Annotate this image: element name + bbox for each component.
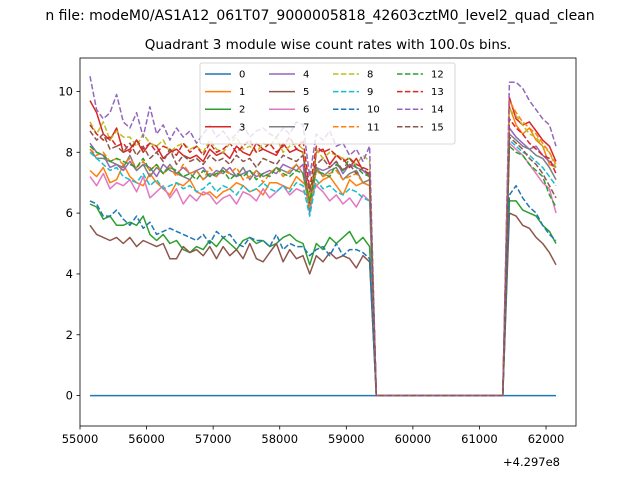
legend-label-15: 15	[431, 122, 444, 133]
legend-label-2: 2	[239, 105, 245, 116]
legend-label-12: 12	[431, 70, 444, 81]
y-tick-label: 8	[66, 145, 73, 159]
legend-label-10: 10	[367, 105, 380, 116]
x-tick-label: 55000	[62, 432, 99, 446]
legend-label-6: 6	[303, 105, 309, 116]
legend-label-13: 13	[431, 87, 444, 98]
x-tick-label: 61000	[461, 432, 498, 446]
x-offset-label: +4.297e8	[503, 455, 560, 469]
legend-label-5: 5	[303, 87, 309, 98]
chart-title: Quadrant 3 module wise count rates with …	[145, 37, 511, 53]
series-layer	[89, 76, 557, 397]
series-line-15	[89, 130, 557, 397]
legend-label-14: 14	[431, 105, 444, 116]
legend-label-1: 1	[239, 87, 245, 98]
y-tick-label: 0	[66, 389, 73, 403]
y-tick-label: 2	[66, 328, 73, 342]
legend-label-7: 7	[303, 122, 309, 133]
legend-label-3: 3	[239, 122, 245, 133]
x-tick-label: 56000	[128, 432, 165, 446]
x-tick-label: 60000	[395, 432, 432, 446]
legend-label-8: 8	[367, 70, 373, 81]
y-tick-label: 6	[66, 206, 73, 220]
x-tick-label: 62000	[528, 432, 565, 446]
legend-label-4: 4	[303, 70, 309, 81]
y-tick-label: 4	[66, 267, 73, 281]
legend-label-9: 9	[367, 87, 373, 98]
legend-label-0: 0	[239, 70, 245, 81]
x-tick-label: 59000	[328, 432, 365, 446]
plot-frame	[79, 57, 577, 427]
figure-suptitle: n file: modeM0/AS1A12_061T07_9000005818_…	[45, 8, 594, 24]
legend-box	[199, 62, 456, 145]
x-tick-label: 58000	[261, 432, 298, 446]
x-tick-label: 57000	[195, 432, 232, 446]
axes-layer: 55000 56000 57000 58000 59000 60000 61000 62000…	[58, 57, 577, 446]
legend-label-11: 11	[367, 122, 380, 133]
y-tick-label: 10	[58, 84, 73, 98]
